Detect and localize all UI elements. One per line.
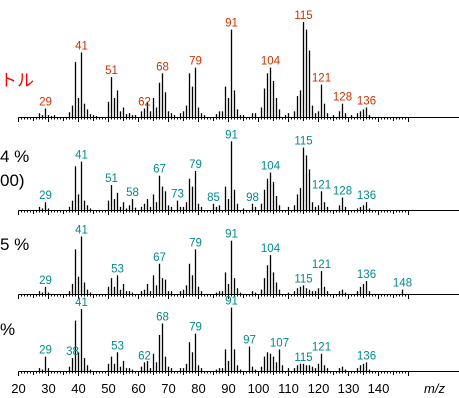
panel-label: % bbox=[0, 320, 15, 339]
peak-label: 121 bbox=[312, 179, 331, 191]
peak-label: 41 bbox=[75, 150, 88, 162]
x-tick-label: 100 bbox=[248, 381, 270, 396]
x-tick-label: 80 bbox=[191, 381, 205, 396]
peak-label: 91 bbox=[225, 229, 238, 241]
peak-label: 73 bbox=[171, 189, 184, 201]
peak-label: 38 bbox=[66, 346, 79, 358]
peak-label: 53 bbox=[111, 340, 124, 352]
peak-label: 107 bbox=[270, 337, 289, 349]
x-tick-label: 70 bbox=[161, 381, 175, 396]
peak-label: 91 bbox=[225, 296, 238, 308]
peak-label: 136 bbox=[357, 269, 376, 281]
x-tick-label: 140 bbox=[368, 381, 390, 396]
x-axis: 20 30 40 50 60 70 80 90 100 110 120 130 140 m/z bbox=[11, 381, 445, 396]
peak-label: 121 bbox=[312, 259, 331, 271]
peak-label: 128 bbox=[333, 92, 352, 104]
peak-label: 128 bbox=[333, 186, 352, 198]
peak-label: 115 bbox=[294, 352, 312, 364]
peak-label: 98 bbox=[246, 192, 259, 204]
x-tick-label: 50 bbox=[101, 381, 115, 396]
peak-label: 67 bbox=[153, 252, 166, 264]
peak-label: 97 bbox=[243, 335, 256, 347]
panel-label: トル bbox=[0, 71, 34, 90]
peak-label: 104 bbox=[261, 56, 281, 68]
peak-label: 62 bbox=[138, 96, 151, 108]
peak-label: 41 bbox=[75, 224, 88, 236]
x-axis-label: m/z bbox=[424, 381, 445, 396]
x-tick-label: 120 bbox=[308, 381, 330, 396]
peak-label: 136 bbox=[357, 96, 376, 108]
peak-label: 104 bbox=[261, 243, 281, 255]
peak-label: 148 bbox=[393, 278, 412, 290]
peak-label: 67 bbox=[153, 164, 166, 176]
peak-label: 79 bbox=[189, 237, 202, 249]
peak-label: 29 bbox=[39, 96, 52, 108]
x-tick-label: 60 bbox=[131, 381, 145, 396]
peak-label: 53 bbox=[111, 263, 124, 275]
peak-label: 104 bbox=[261, 161, 281, 173]
peak-label: 136 bbox=[357, 190, 376, 202]
peak-label: 68 bbox=[156, 61, 169, 73]
x-tick-label: 40 bbox=[71, 381, 85, 396]
x-tick-label: 90 bbox=[221, 381, 235, 396]
peak-label: 29 bbox=[39, 345, 52, 357]
panel-label-line2: 00) bbox=[0, 171, 25, 190]
peak-label: 62 bbox=[138, 350, 151, 362]
x-tick-label: 130 bbox=[338, 381, 360, 396]
peak-label: 68 bbox=[156, 311, 169, 323]
peak-label: 79 bbox=[189, 322, 202, 334]
x-tick-label: 30 bbox=[41, 381, 55, 396]
peak-label: 136 bbox=[357, 350, 376, 362]
peak-label: 121 bbox=[312, 73, 331, 85]
peak-label: 58 bbox=[126, 187, 139, 199]
peak-label: 41 bbox=[75, 40, 88, 52]
peak-label: 29 bbox=[39, 190, 52, 202]
peak-label: 115 bbox=[294, 136, 312, 148]
panel-label: 5 % bbox=[0, 235, 29, 254]
x-tick-label: 20 bbox=[11, 381, 25, 396]
peak-label: 115 bbox=[294, 10, 312, 22]
peak-label: 115 bbox=[294, 273, 312, 285]
peak-label: 29 bbox=[39, 275, 52, 287]
peak-label: 85 bbox=[207, 192, 220, 204]
peak-label: 91 bbox=[225, 129, 238, 141]
panel-label: 4 % bbox=[0, 147, 29, 166]
peak-label: 41 bbox=[75, 297, 88, 309]
x-tick-label: 110 bbox=[278, 381, 299, 396]
peak-label: 91 bbox=[225, 18, 238, 30]
peak-label: 51 bbox=[105, 173, 118, 185]
peak-label: 79 bbox=[189, 56, 202, 68]
peak-label: 121 bbox=[312, 342, 331, 354]
peak-label: 51 bbox=[105, 65, 118, 77]
x-tick-labels: 20 30 40 50 60 70 80 90 100 110 120 130 140 bbox=[11, 381, 389, 396]
peak-label: 79 bbox=[189, 159, 202, 171]
